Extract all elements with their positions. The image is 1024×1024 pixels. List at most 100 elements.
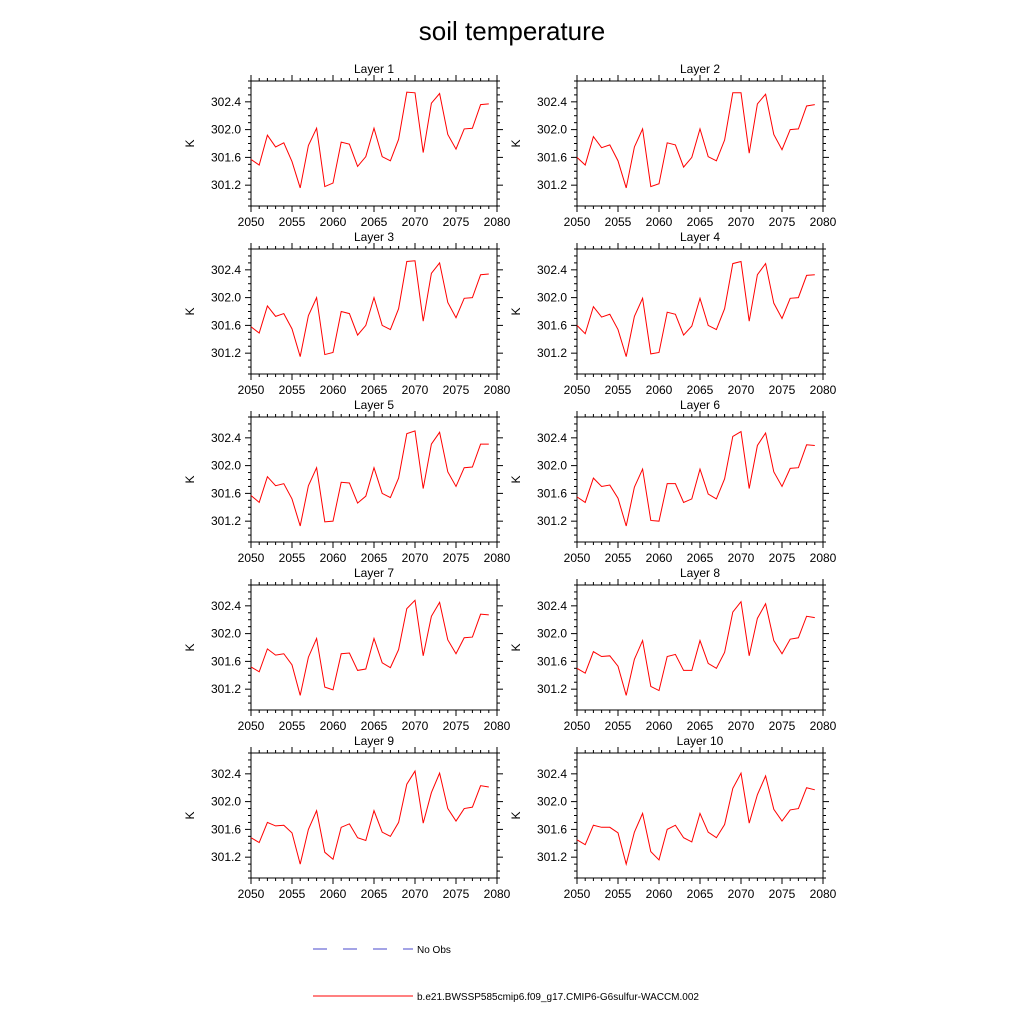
x-tick-label: 2065	[687, 383, 714, 397]
panel-8: Layer 8 2050 2055 2060 2065 2070 2075 2080 301.2…	[509, 566, 837, 733]
x-tick-label: 2070	[728, 887, 755, 901]
panel-2: Layer 2 2050 2055 2060 2065 2070 2075 2080 301.2…	[509, 62, 837, 229]
x-tick-label: 2055	[605, 887, 632, 901]
panel-title: Layer 2	[680, 62, 720, 76]
x-tick-label: 2050	[238, 887, 265, 901]
x-tick-label: 2065	[687, 719, 714, 733]
y-axis-label: K	[183, 307, 197, 315]
y-axis-label: K	[183, 643, 197, 651]
y-axis-label: K	[509, 643, 523, 651]
y-tick-label: 301.6	[211, 486, 241, 500]
y-tick-label: 302.4	[211, 431, 241, 445]
x-tick-label: 2080	[810, 383, 837, 397]
y-tick-label: 301.2	[211, 346, 241, 360]
y-tick-label: 302.4	[537, 431, 567, 445]
y-tick-label: 302.4	[211, 263, 241, 277]
plot-frame	[250, 416, 498, 543]
x-tick-label: 2055	[279, 215, 306, 229]
panel-title: Layer 4	[680, 230, 720, 244]
x-tick-label: 2060	[646, 551, 673, 565]
y-tick-label: 301.2	[537, 178, 567, 192]
plot-frame	[576, 248, 824, 375]
legend: No Obs b.e21.BWSSP585cmip6.f09_g17.CMIP6…	[313, 945, 699, 1003]
x-tick-label: 2060	[320, 383, 347, 397]
panel-6: Layer 6 2050 2055 2060 2065 2070 2075 2080 301.2…	[509, 398, 837, 565]
plot-frame	[576, 80, 824, 207]
panel-1: Layer 1 2050 2055 2060 2065 2070 2075 2080 301.2…	[183, 62, 511, 229]
x-tick-label: 2050	[238, 551, 265, 565]
y-tick-label: 301.6	[537, 150, 567, 164]
x-tick-label: 2080	[810, 887, 837, 901]
x-tick-label: 2055	[605, 719, 632, 733]
y-tick-label: 302.0	[211, 795, 241, 809]
x-tick-label: 2050	[238, 719, 265, 733]
y-tick-label: 301.6	[537, 486, 567, 500]
y-tick-label: 301.2	[537, 346, 567, 360]
legend-no-obs-label: No Obs	[417, 945, 451, 956]
y-tick-label: 302.0	[537, 291, 567, 305]
x-tick-label: 2065	[687, 215, 714, 229]
panel-title: Layer 9	[354, 734, 394, 748]
series-line	[576, 92, 815, 189]
y-axis-label: K	[183, 811, 197, 819]
y-tick-label: 301.6	[211, 150, 241, 164]
x-tick-label: 2055	[279, 887, 306, 901]
y-tick-label: 302.4	[537, 95, 567, 109]
x-tick-label: 2055	[279, 719, 306, 733]
y-tick-label: 302.4	[211, 767, 241, 781]
x-tick-label: 2070	[402, 215, 429, 229]
x-tick-label: 2060	[646, 887, 673, 901]
panel-title: Layer 8	[680, 566, 720, 580]
x-tick-label: 2080	[484, 215, 511, 229]
plot-frame	[250, 80, 498, 207]
x-tick-label: 2080	[810, 215, 837, 229]
y-tick-label: 302.4	[537, 263, 567, 277]
y-tick-label: 301.2	[211, 682, 241, 696]
x-tick-label: 2075	[769, 383, 796, 397]
figure-title: soil temperature	[419, 16, 605, 46]
y-tick-label: 302.0	[537, 459, 567, 473]
panel-title: Layer 6	[680, 398, 720, 412]
x-tick-label: 2050	[564, 551, 591, 565]
panel-9: Layer 9 2050 2055 2060 2065 2070 2075 2080 301.2…	[183, 734, 511, 901]
y-tick-label: 302.0	[537, 795, 567, 809]
y-tick-label: 301.6	[537, 318, 567, 332]
x-tick-label: 2050	[238, 215, 265, 229]
x-tick-label: 2065	[361, 215, 388, 229]
x-tick-label: 2070	[402, 383, 429, 397]
x-tick-label: 2080	[484, 719, 511, 733]
x-tick-label: 2050	[564, 215, 591, 229]
x-tick-label: 2060	[646, 215, 673, 229]
series-line	[576, 430, 815, 527]
y-tick-label: 301.2	[211, 850, 241, 864]
x-tick-label: 2050	[564, 383, 591, 397]
x-tick-label: 2060	[646, 719, 673, 733]
y-tick-label: 302.0	[211, 291, 241, 305]
x-tick-label: 2070	[402, 887, 429, 901]
series-line	[250, 769, 489, 865]
x-tick-label: 2055	[279, 551, 306, 565]
x-tick-label: 2065	[361, 887, 388, 901]
y-tick-label: 302.4	[211, 95, 241, 109]
y-tick-label: 301.6	[211, 822, 241, 836]
x-tick-label: 2075	[769, 719, 796, 733]
x-tick-label: 2050	[564, 887, 591, 901]
panel-title: Layer 3	[354, 230, 394, 244]
x-tick-label: 2065	[687, 551, 714, 565]
y-tick-label: 302.0	[211, 123, 241, 137]
x-tick-label: 2070	[402, 719, 429, 733]
x-tick-label: 2050	[564, 719, 591, 733]
x-tick-label: 2060	[320, 215, 347, 229]
y-tick-label: 302.4	[537, 599, 567, 613]
x-tick-label: 2075	[443, 887, 470, 901]
series-line	[250, 599, 489, 696]
x-tick-label: 2060	[320, 719, 347, 733]
x-tick-label: 2055	[605, 215, 632, 229]
x-tick-label: 2070	[728, 383, 755, 397]
y-tick-label: 301.6	[211, 654, 241, 668]
x-tick-label: 2080	[810, 551, 837, 565]
y-tick-label: 301.6	[211, 318, 241, 332]
panel-3: Layer 3 2050 2055 2060 2065 2070 2075 2080 301.2…	[183, 230, 511, 397]
series-line	[576, 600, 815, 696]
